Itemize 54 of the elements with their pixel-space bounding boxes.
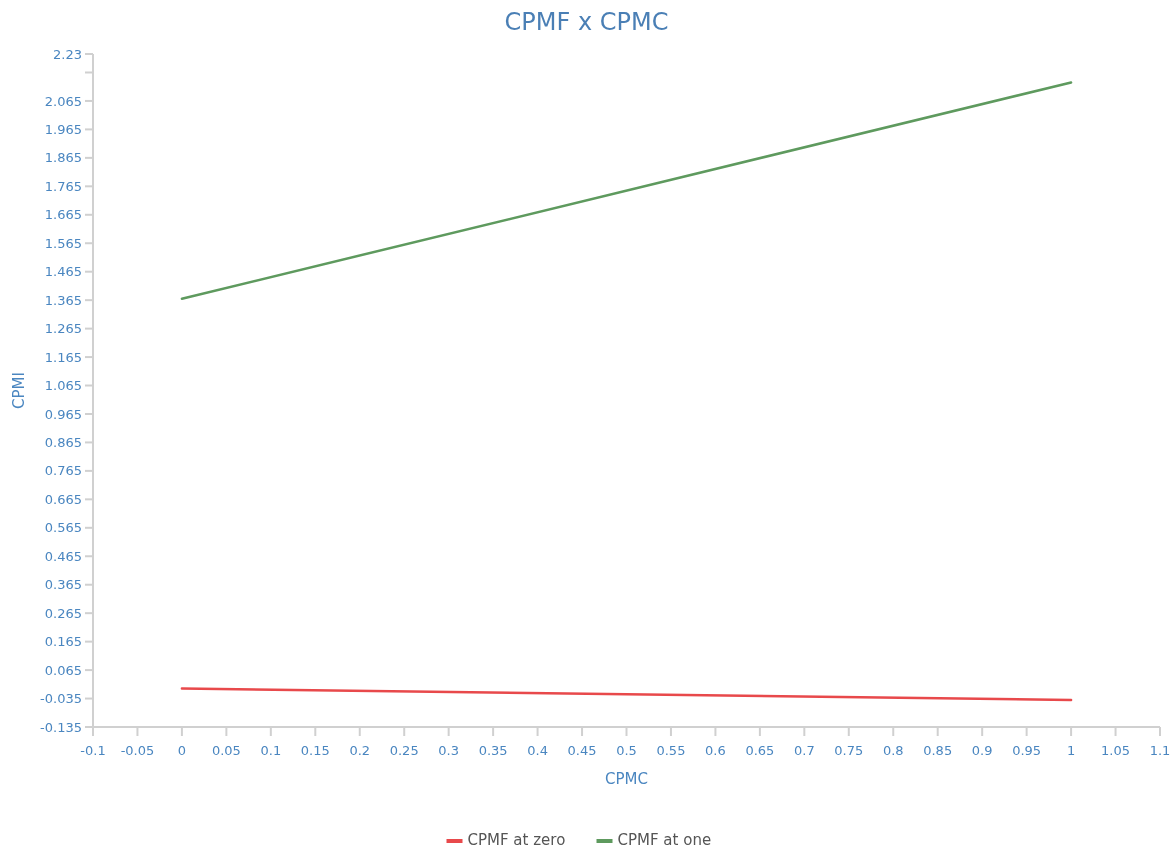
x-tick-label: -0.1 [80,743,106,758]
x-tick-label: 0.45 [567,743,597,758]
x-tick-label: 0.05 [211,743,241,758]
chart-title: CPMF x CPMC [504,8,669,36]
y-tick-label: 1.165 [44,349,82,365]
y-axis-title: CPMI [10,372,28,409]
x-tick-label: 0.1 [260,743,282,758]
y-tick-label: -0.135 [40,719,82,735]
legend-label: CPMF at one [617,831,712,849]
y-tick-label: 2.23 [53,46,82,62]
y-tick-label: 1.265 [44,321,82,337]
y-tick-label: 0.265 [44,605,82,621]
y-tick-label: 1.765 [44,178,82,194]
x-tick-label: 0 [177,743,187,758]
x-tick-label: 0.8 [882,743,904,758]
y-tick-label: 1.865 [44,150,82,166]
x-tick-label: 0.2 [349,743,371,758]
x-tick-label: 0.4 [527,743,548,758]
x-tick-label: 0.75 [834,743,864,758]
y-tick-label: 1.665 [44,207,82,223]
y-tick-label: 0.165 [44,634,82,650]
y-tick-label: 0.465 [44,548,82,564]
x-tick-label: 0.15 [300,743,330,758]
legend-label: CPMF at zero [467,831,566,849]
y-tick-label: -0.035 [40,691,82,707]
x-tick-label: 0.7 [793,743,815,758]
y-tick-label: 0.865 [44,434,82,450]
x-tick-label: 1.05 [1101,743,1131,758]
y-tick-label: 0.965 [44,406,82,422]
x-tick-label: 0.3 [438,743,460,758]
y-tick-label: 1.465 [44,264,82,280]
x-tick-label: 0.6 [705,743,726,758]
y-tick-label: 2.065 [44,93,82,109]
y-tick-label: 1.065 [44,378,82,394]
x-tick-label: 0.55 [656,743,686,758]
x-tick-label: 1.1 [1149,743,1171,758]
x-tick-label: 0.35 [478,743,508,758]
x-tick-label: 0.9 [971,743,993,758]
y-tick-label: 0.065 [44,662,82,678]
y-tick-label: 1.965 [44,121,82,137]
x-tick-label: 0.5 [616,743,637,758]
y-tick-label: 1.565 [44,235,82,251]
x-tick-label: 0.65 [745,743,775,758]
y-tick-label: 0.765 [44,463,82,479]
x-tick-label: 0.85 [923,743,953,758]
x-tick-label: 1 [1066,743,1076,758]
y-tick-label: 0.365 [44,577,82,593]
x-tick-label: 0.25 [389,743,419,758]
y-tick-label: 0.565 [44,520,82,536]
x-axis-title: CPMC [605,770,648,788]
x-tick-label: 0.95 [1012,743,1042,758]
y-tick-label: 0.665 [44,491,82,507]
x-tick-label: -0.05 [120,743,155,758]
y-tick-label: 1.365 [44,292,82,308]
